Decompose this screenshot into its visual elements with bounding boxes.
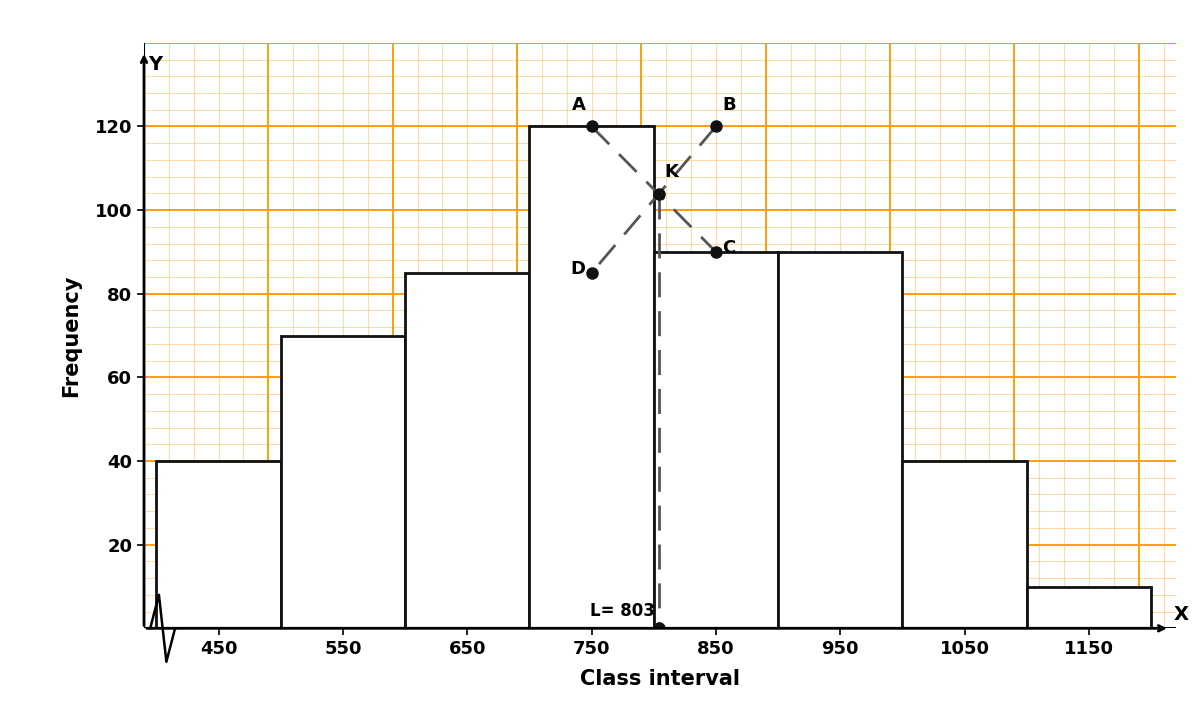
Text: L= 803: L= 803 [590, 602, 655, 620]
Bar [281, 336, 406, 628]
Bar [1027, 586, 1151, 628]
Bar [156, 461, 281, 628]
Bar [902, 461, 1027, 628]
Bar [529, 126, 654, 628]
Bar [778, 252, 902, 628]
Bar [406, 273, 529, 628]
Text: A: A [571, 96, 586, 114]
Text: X: X [1174, 605, 1188, 624]
Y-axis label: Frequency: Frequency [61, 274, 80, 397]
Text: C: C [722, 238, 736, 257]
Text: B: B [722, 96, 736, 114]
Text: Y: Y [148, 56, 162, 74]
Bar [654, 252, 778, 628]
Text: K: K [665, 164, 679, 181]
Text: D: D [570, 260, 586, 278]
X-axis label: Class interval: Class interval [580, 669, 740, 689]
